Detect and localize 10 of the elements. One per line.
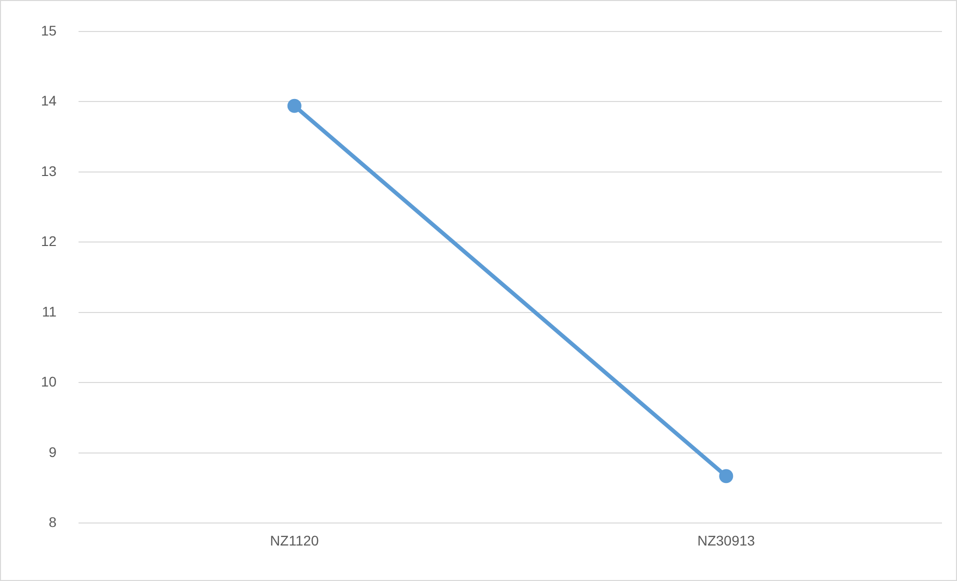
x-tick-label: NZ30913	[697, 532, 756, 548]
y-tick-label: 8	[48, 514, 57, 530]
y-tick-label: 14	[40, 92, 57, 109]
x-tick-label: NZ1120	[270, 532, 320, 548]
y-tick-label: 12	[40, 233, 57, 250]
y-tick-label: 15	[40, 22, 57, 38]
y-tick-label: 11	[42, 303, 57, 320]
y-tick-label: 13	[40, 162, 57, 179]
y-tick-label: 9	[48, 444, 57, 460]
y-tick-label: 10	[40, 374, 57, 390]
